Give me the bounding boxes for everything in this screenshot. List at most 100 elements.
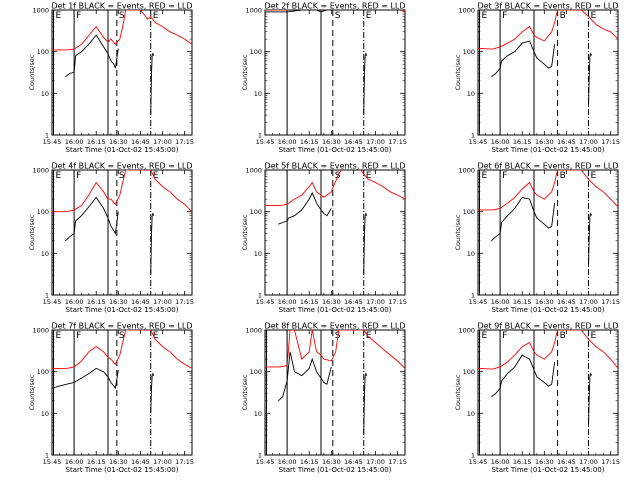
event-marker-label: F — [502, 331, 507, 341]
x-tick-label: 17:00 — [153, 138, 172, 146]
x-tick-label: 16:00 — [65, 458, 84, 466]
x-tick-label: 16:30 — [109, 138, 128, 146]
x-tick-label: 16:15 — [87, 458, 106, 466]
series-events-line — [588, 52, 592, 106]
y-axis-label: Counts/sec — [28, 54, 36, 90]
event-marker-label: E — [481, 171, 487, 181]
x-tick-label: 15:45 — [43, 458, 62, 466]
event-marker-label: F — [76, 11, 81, 21]
event-marker-label: E — [366, 11, 372, 21]
series-lld-line — [478, 10, 618, 50]
series-group — [265, 170, 405, 276]
event-marker-label: E — [481, 11, 487, 21]
event-marker-label: E — [591, 171, 597, 181]
x-tick-label: 15:45 — [43, 298, 62, 306]
event-marker-label: E — [591, 331, 597, 341]
y-tick-label: 1000 — [458, 327, 475, 335]
x-tick-label: 16:15 — [513, 138, 532, 146]
x-tick-label: 16:45 — [557, 458, 576, 466]
x-tick-label: 17:00 — [366, 458, 385, 466]
series-group — [265, 10, 405, 116]
y-tick-label: 100 — [250, 48, 262, 56]
series-events-line — [588, 212, 592, 266]
axes-frame — [477, 9, 619, 136]
y-tick-label: 100 — [250, 208, 262, 216]
x-tick-label: 16:15 — [87, 138, 106, 146]
x-tick-label: 16:15 — [300, 298, 319, 306]
event-marker-label: S — [119, 171, 125, 181]
x-tick-label: 16:45 — [131, 298, 150, 306]
series-lld-line — [52, 170, 192, 213]
x-tick-label: 17:00 — [579, 458, 598, 466]
series-events-line — [150, 52, 155, 116]
series-lld-line — [478, 330, 618, 370]
x-tick-label: 17:15 — [388, 458, 407, 466]
y-tick-label: 100 — [37, 368, 49, 376]
y-tick-label: 1000 — [32, 167, 49, 175]
y-tick-label: 10 — [254, 250, 262, 258]
x-axis-label: Start Time (01-Oct-02 15:45:00) — [279, 306, 392, 314]
series-events-line — [490, 196, 556, 242]
x-tick-label: 15:45 — [469, 138, 488, 146]
series-group — [52, 10, 192, 116]
x-tick-label: 17:15 — [601, 458, 620, 466]
x-tick-label: 16:45 — [344, 138, 363, 146]
x-tick-label: 16:00 — [278, 298, 297, 306]
x-tick-label: 16:00 — [278, 138, 297, 146]
y-tick-label: 1000 — [458, 167, 475, 175]
x-tick-label: 17:15 — [388, 298, 407, 306]
x-tick-label: 16:30 — [322, 298, 341, 306]
x-tick-label: 16:45 — [557, 298, 576, 306]
y-tick-label: 1 — [45, 452, 49, 460]
series-events-line — [277, 351, 332, 402]
y-tick-label: 1 — [471, 452, 475, 460]
series-group — [52, 330, 192, 414]
axes-frame — [477, 169, 619, 296]
axes-frame — [51, 169, 193, 296]
series-group — [265, 330, 405, 436]
x-tick-label: 17:15 — [175, 138, 194, 146]
x-tick-label: 16:00 — [491, 298, 510, 306]
y-tick-label: 10 — [41, 410, 49, 418]
event-marker-label: E — [366, 171, 372, 181]
event-marker-label: B — [560, 171, 566, 181]
axes-frame — [264, 9, 406, 136]
y-tick-label: 100 — [37, 48, 49, 56]
x-tick-label: 17:15 — [175, 298, 194, 306]
x-tick-label: 17:15 — [601, 138, 620, 146]
y-axis-label: Counts/sec — [28, 214, 36, 250]
series-group — [478, 170, 618, 266]
x-tick-label: 16:30 — [535, 298, 554, 306]
x-tick-label: 17:00 — [366, 298, 385, 306]
y-tick-label: 1000 — [32, 7, 49, 15]
event-marker-label: E — [55, 331, 61, 341]
panel-title: Det 1f BLACK = Events, RED = LLD — [51, 2, 192, 11]
y-axis-label: Counts/sec — [241, 54, 249, 90]
panel-title: Det 8f BLACK = Events, RED = LLD — [264, 322, 405, 331]
y-tick-label: 100 — [250, 368, 262, 376]
panel-title: Det 9f BLACK = Events, RED = LLD — [477, 322, 618, 331]
event-marker-label: E — [366, 331, 372, 341]
x-tick-label: 16:15 — [513, 298, 532, 306]
x-tick-label: 16:00 — [491, 458, 510, 466]
x-axis-label: Start Time (01-Oct-02 15:45:00) — [279, 466, 392, 474]
event-marker-label: B — [560, 11, 566, 21]
event-marker-label: E — [55, 11, 61, 21]
x-tick-label: 16:00 — [491, 138, 510, 146]
x-tick-label: 16:45 — [344, 298, 363, 306]
event-marker-label: E — [591, 11, 597, 21]
y-tick-label: 100 — [463, 48, 475, 56]
x-tick-label: 16:30 — [535, 458, 554, 466]
event-marker-label: S — [119, 331, 125, 341]
series-events-line — [278, 191, 332, 225]
y-tick-label: 10 — [467, 250, 475, 258]
series-lld-line — [52, 10, 192, 51]
x-axis-label: Start Time (01-Oct-02 15:45:00) — [66, 466, 179, 474]
series-lld-line — [265, 170, 405, 207]
y-tick-label: 1 — [258, 132, 262, 140]
